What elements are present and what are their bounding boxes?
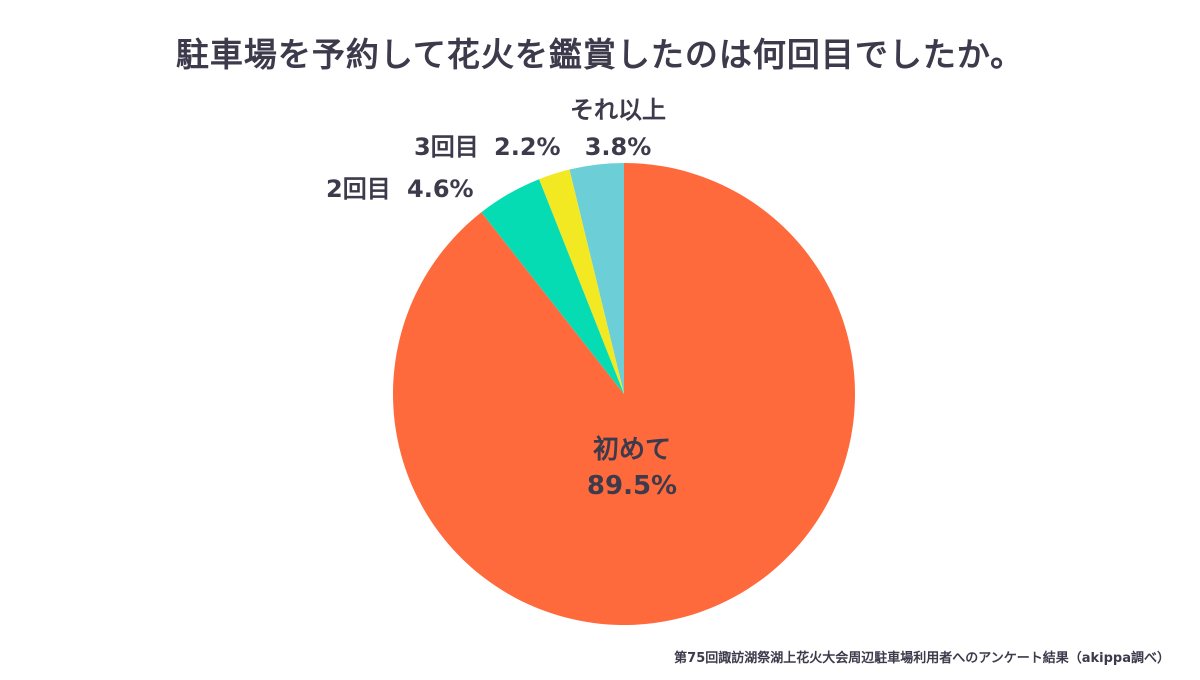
slice-value-second-time: 4.6% (407, 175, 474, 203)
slice-value-more-than-three: 3.8% (585, 133, 652, 161)
slice-label-more-than-three: それ以上 (570, 96, 666, 124)
pie-slice-third-time (539, 169, 624, 394)
slice-value-first-time: 89.5% (587, 471, 677, 501)
pie-slice-more-than-three (569, 163, 624, 394)
slice-label-second-time: 2回目 (326, 175, 391, 203)
slice-label-first-time: 初めて (593, 435, 671, 465)
slice-value-third-time: 2.2% (494, 133, 561, 161)
pie-slice-second-time (481, 179, 624, 394)
pie-slices (393, 163, 856, 625)
pie-labels: 初めて 89.5% それ以上 3.8% 3回目 2.2% 2回目 4.6% (326, 96, 677, 501)
source-note: 第75回諏訪湖祭湖上花火大会周辺駐車場利用者へのアンケート結果（akippa調べ… (674, 651, 1170, 666)
chart-title: 駐車場を予約して花火を鑑賞したのは何回目でしたか。 (175, 35, 1025, 74)
slice-label-third-time: 3回目 (414, 133, 479, 161)
